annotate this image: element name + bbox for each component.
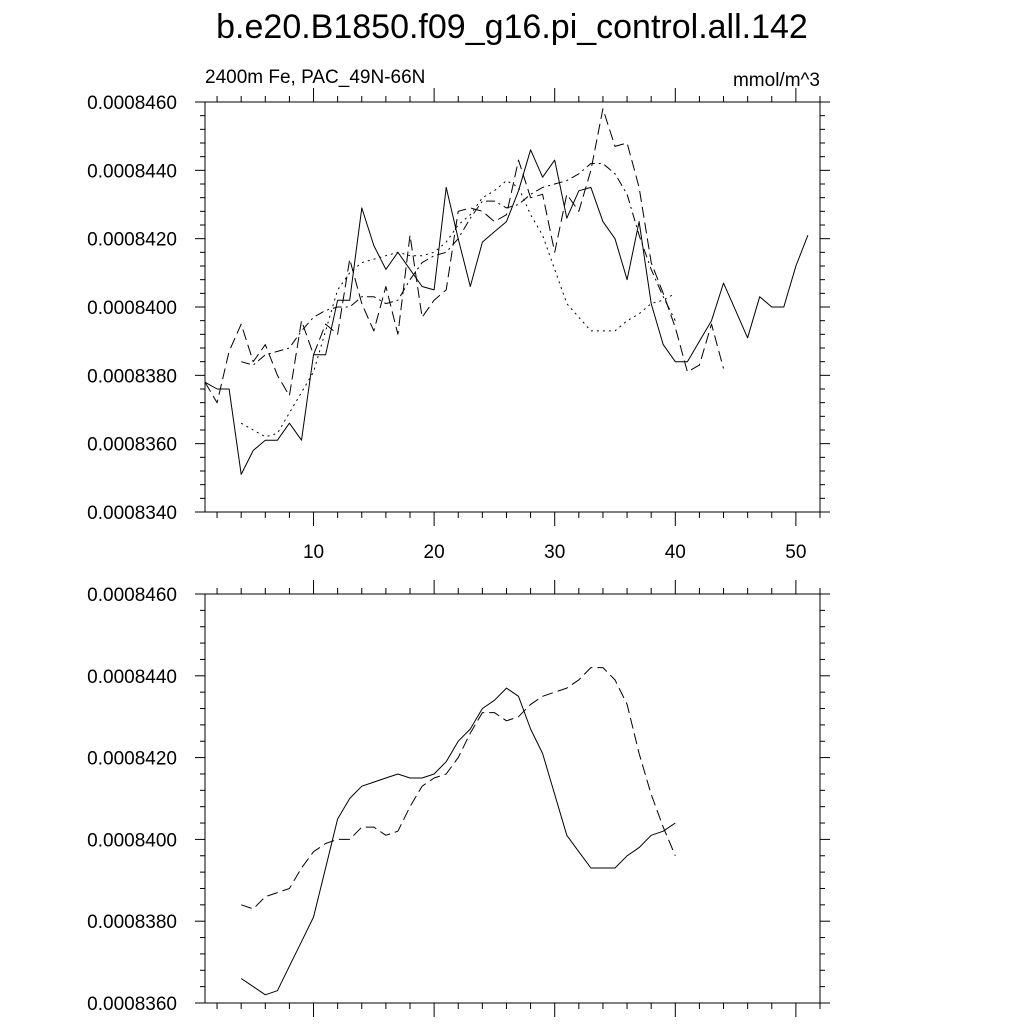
x-tick-label: 20 <box>424 542 445 563</box>
x-tick-label: 30 <box>544 542 565 563</box>
y-tick-label: 0.0008440 <box>87 667 177 688</box>
series-line-dashed <box>204 108 724 404</box>
y-tick-label: 0.0008360 <box>87 435 177 456</box>
y-tick-label: 0.0008420 <box>87 230 177 251</box>
y-tick-label: 0.0008380 <box>87 912 177 933</box>
x-tick-label: 40 <box>665 542 686 563</box>
x-tick-label: 10 <box>303 542 324 563</box>
x-tick-label: 50 <box>785 542 806 563</box>
y-tick-label: 0.0008380 <box>87 366 177 387</box>
y-tick-label: 0.0008440 <box>87 161 177 182</box>
chart-units-label: mmol/m^3 <box>733 70 820 91</box>
series-line-solid <box>240 687 676 996</box>
y-tick-label: 0.0008420 <box>87 749 177 770</box>
top-panel: 0.0008340 0.0008360 0.0008380 0.0008400 0.00… <box>87 88 830 563</box>
series-line-solid <box>204 149 809 475</box>
series-line-dashed <box>241 667 676 910</box>
y-tick-label: 0.0008340 <box>87 503 177 524</box>
y-tick-label: 0.0008460 <box>87 585 177 606</box>
y-tick-label: 0.0008400 <box>87 298 177 319</box>
y-tick-label: 0.0008460 <box>87 93 177 114</box>
y-tick-label: 0.0008400 <box>87 830 177 851</box>
plot-frame <box>204 101 821 513</box>
chart-title: b.e20.B1850.f09_g16.pi_control.all.142 <box>216 8 808 46</box>
chart-subtitle-left: 2400m Fe, PAC_49N-66N <box>205 67 425 88</box>
series-line-dash-dot <box>241 163 676 366</box>
plot-frame <box>204 593 821 1004</box>
y-tick-label: 0.0008360 <box>87 994 177 1015</box>
series-line-dotted <box>240 180 676 438</box>
bottom-panel: 0.0008360 0.0008380 0.0008400 0.0008420 0.00… <box>87 580 830 1017</box>
